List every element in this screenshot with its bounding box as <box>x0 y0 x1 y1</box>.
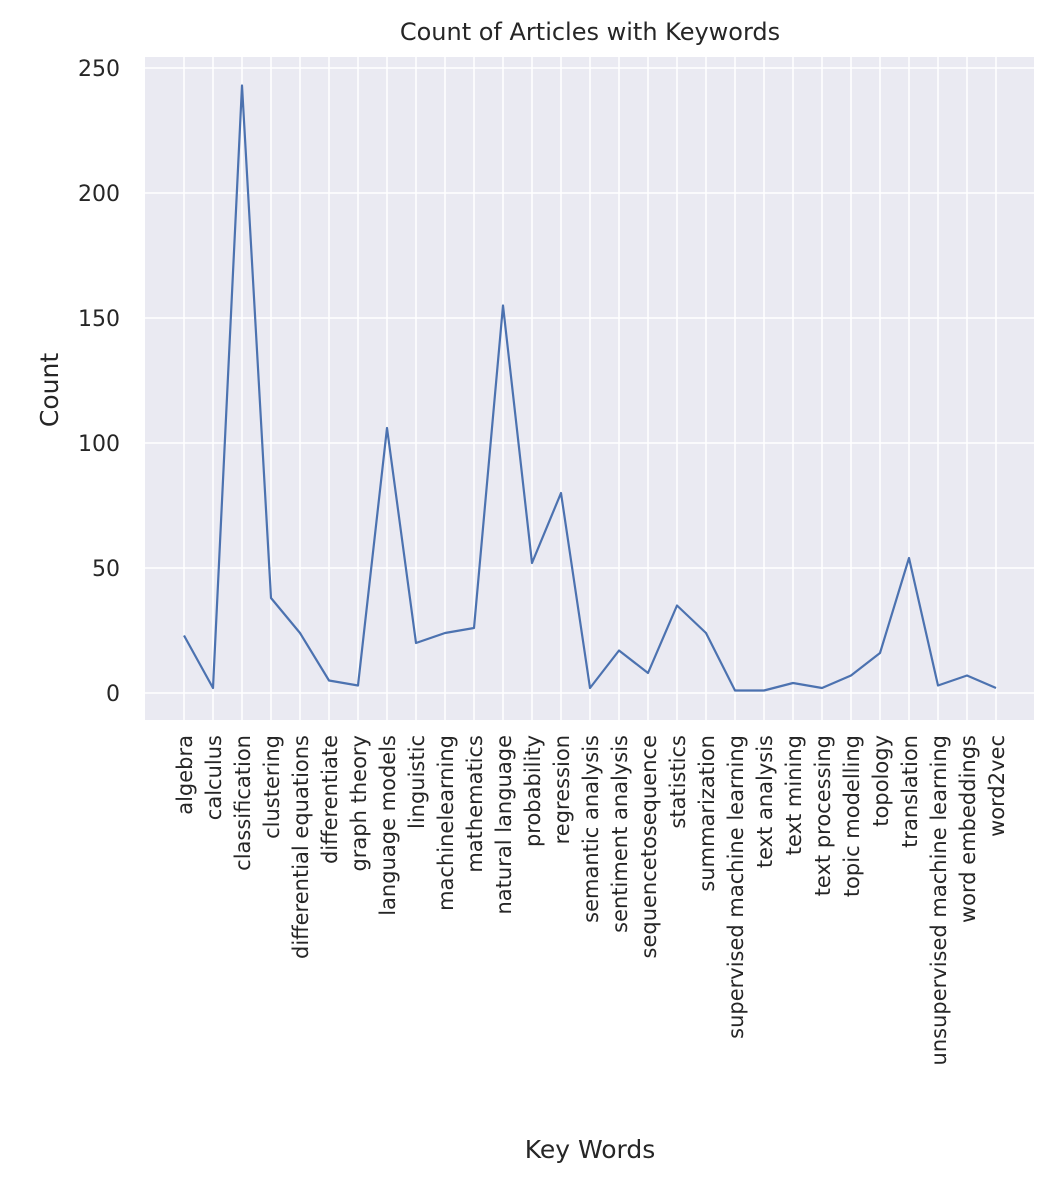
x-tick-label: regression <box>550 735 574 844</box>
x-tick-label: semantic analysis <box>579 735 603 923</box>
y-tick-label: 50 <box>92 557 120 582</box>
x-tick-label: unsupervised machine learning <box>927 735 951 1065</box>
x-axis-label: Key Words <box>525 1135 656 1164</box>
x-tick-label: supervised machine learning <box>724 735 748 1039</box>
y-tick-label: 150 <box>78 307 120 332</box>
x-tick-label: classification <box>231 735 255 871</box>
x-tick-label: language models <box>376 735 400 916</box>
x-tick-label: word2vec <box>985 735 1009 837</box>
x-tick-label: sequencetosequence <box>637 735 661 958</box>
x-tick-label: differential equations <box>289 735 313 959</box>
x-tick-label: word embeddings <box>956 735 980 923</box>
x-tick-label: text analysis <box>753 735 777 868</box>
chart-title: Count of Articles with Keywords <box>400 18 780 46</box>
x-tick-label: machinelearning <box>434 735 458 911</box>
y-tick-label: 200 <box>78 182 120 207</box>
x-tick-label: sentiment analysis <box>608 735 632 933</box>
x-tick-label: summarization <box>695 735 719 892</box>
y-tick-label: 250 <box>78 57 120 82</box>
x-tick-label: topology <box>869 735 893 827</box>
x-tick-label: probability <box>521 735 545 847</box>
x-tick-label: statistics <box>666 735 690 829</box>
y-tick-label: 0 <box>106 682 120 707</box>
x-tick-label: text processing <box>811 735 835 896</box>
x-tick-label: algebra <box>173 735 197 815</box>
y-axis-label: Count <box>35 353 64 427</box>
x-tick-label: translation <box>898 735 922 848</box>
x-tick-label: text mining <box>782 735 806 855</box>
x-tick-label: clustering <box>260 735 284 839</box>
x-tick-label: mathematics <box>463 735 487 873</box>
x-tick-label: graph theory <box>347 735 371 872</box>
y-tick-label: 100 <box>78 432 120 457</box>
x-tick-label: natural language <box>492 735 516 915</box>
x-tick-label: differentiate <box>318 735 342 864</box>
x-tick-label: linguistic <box>405 735 429 829</box>
x-tick-label: calculus <box>202 735 226 820</box>
x-tick-label: topic modelling <box>840 735 864 897</box>
